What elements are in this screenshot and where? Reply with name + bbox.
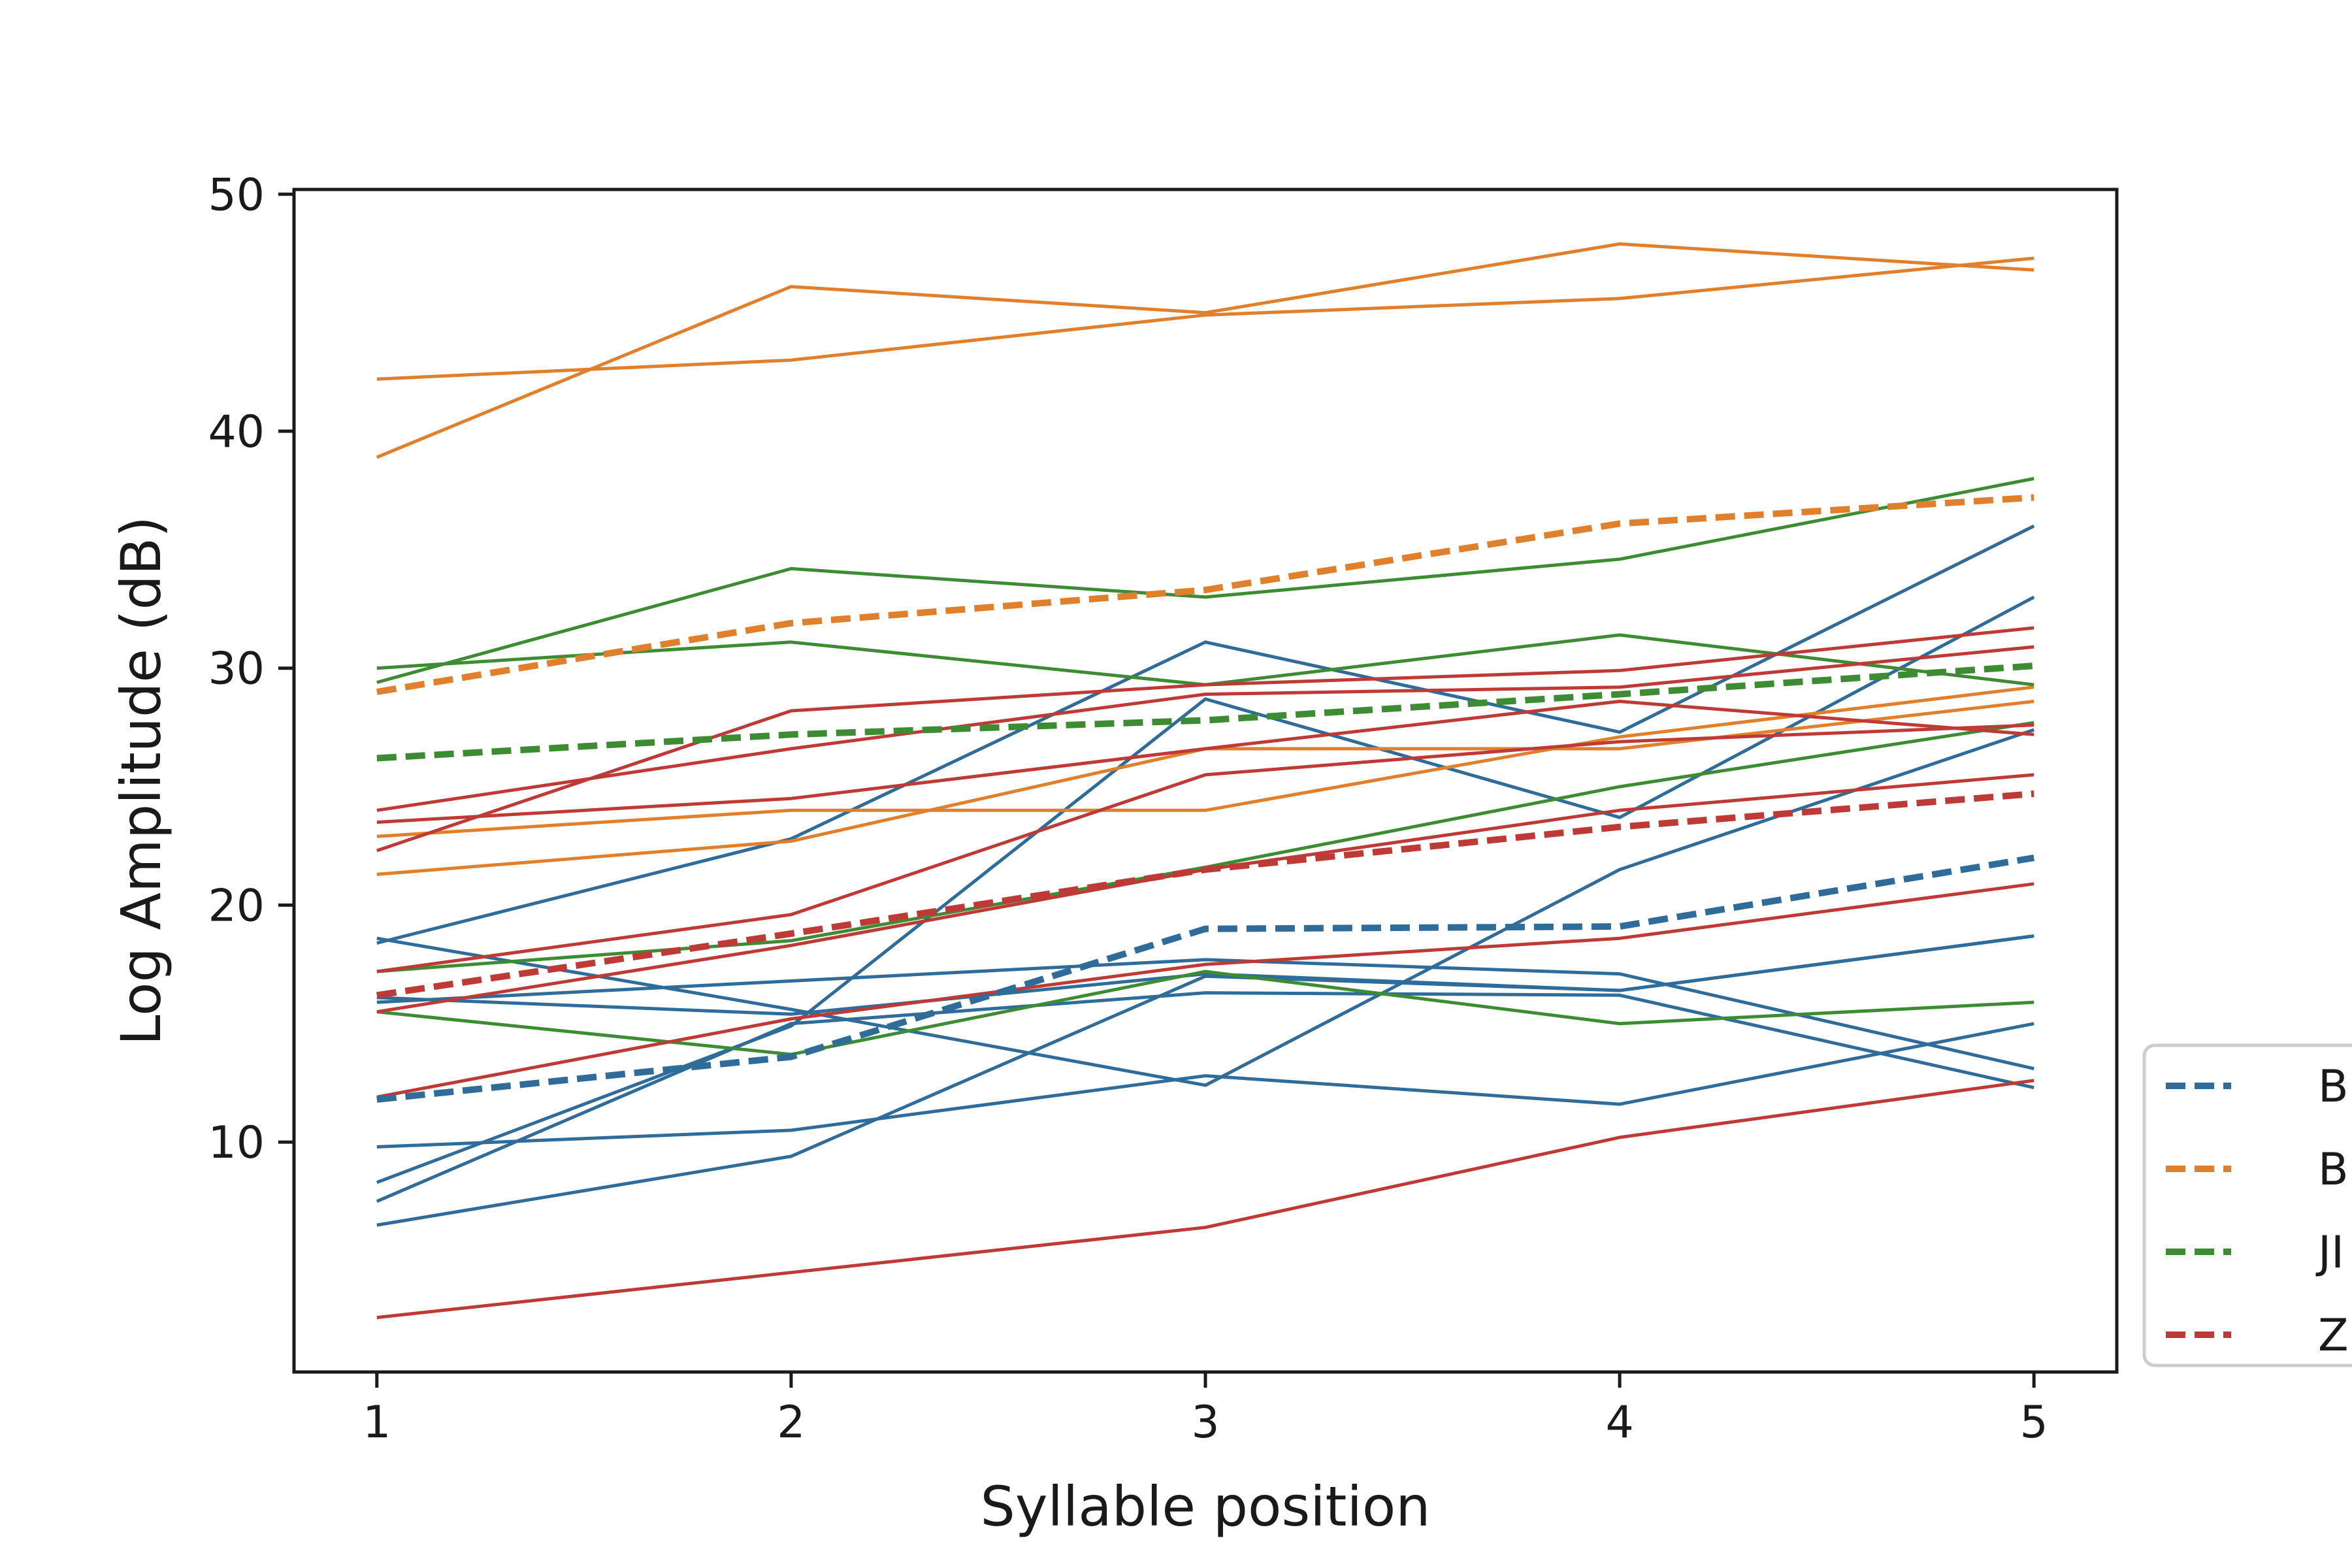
x-tick-label: 5 xyxy=(2020,1397,2048,1448)
legend-box xyxy=(2142,1043,2352,1367)
y-axis-title: Log Amplitude (dB) xyxy=(109,516,173,1045)
y-tick-label: 20 xyxy=(208,880,265,932)
x-tick-label: 3 xyxy=(1191,1397,1219,1448)
legend-label: B xyxy=(2318,1144,2349,1196)
legend-label: JI xyxy=(2315,1227,2344,1279)
x-axis-ticks: 1 2 3 4 5 xyxy=(363,1372,2048,1448)
y-tick-label: 50 xyxy=(208,169,265,221)
series-line-20 xyxy=(376,645,2034,812)
legend-label: B xyxy=(2318,1061,2349,1113)
mean-line-26 xyxy=(376,790,2034,999)
legend-label: Z xyxy=(2318,1310,2349,1362)
series-line-19 xyxy=(376,626,2034,853)
legend: BB JI Z xyxy=(2142,1043,2352,1367)
series-line-25 xyxy=(376,1079,2034,1320)
x-tick-label: 4 xyxy=(1605,1397,1633,1448)
series-line-17 xyxy=(376,970,2034,1056)
series-line-1 xyxy=(376,524,2035,945)
series-line-0 xyxy=(376,728,2034,1087)
series-line-11 xyxy=(376,685,2034,838)
series-line-7 xyxy=(376,934,2034,1227)
mean-line-13 xyxy=(376,494,2034,695)
series-line-24 xyxy=(376,882,2034,1099)
y-axis-ticks: 10 20 30 40 50 xyxy=(208,169,294,1169)
series-line-4 xyxy=(376,1022,2034,1149)
series-line-21 xyxy=(376,700,2034,824)
series-line-22 xyxy=(376,723,2034,973)
series-line-2 xyxy=(376,958,2034,1071)
x-tick-label: 2 xyxy=(777,1397,805,1448)
series-line-9 xyxy=(376,256,2034,381)
x-axis-title: Syllable position xyxy=(981,1475,1431,1539)
series-line-6 xyxy=(376,991,2034,1203)
series-line-14 xyxy=(376,477,2034,684)
legend-items: BB JI Z xyxy=(2166,1061,2349,1362)
y-tick-label: 30 xyxy=(208,644,265,695)
y-tick-label: 40 xyxy=(208,406,265,458)
mean-line-8 xyxy=(376,854,2035,1103)
series-line-10 xyxy=(376,242,2034,459)
series-lines xyxy=(376,242,2035,1320)
plot-area xyxy=(294,189,2117,1372)
y-tick-label: 10 xyxy=(208,1117,265,1169)
x-tick-label: 1 xyxy=(363,1397,391,1448)
mean-line-18 xyxy=(376,662,2034,762)
series-line-5 xyxy=(376,595,2035,1184)
